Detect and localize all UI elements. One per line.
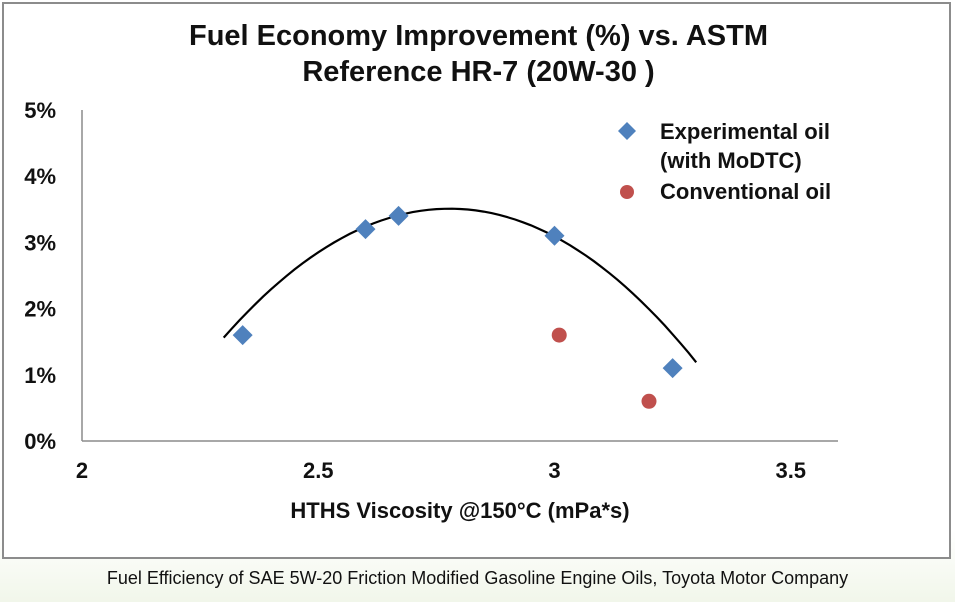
y-tick-label: 1% (24, 363, 56, 388)
conventional-oil-point (641, 393, 657, 409)
axes: 0% 1% 2% 3% 4% 5% 2 2.5 3 3.5 (24, 98, 838, 483)
y-tick-label: 0% (24, 429, 56, 454)
legend-marker-conventional (620, 185, 634, 199)
y-tick-label: 4% (24, 164, 56, 189)
y-tick-label: 2% (24, 297, 56, 322)
legend-marker-experimental (618, 122, 636, 140)
data-points (232, 205, 683, 409)
figure-caption: Fuel Efficiency of SAE 5W-20 Friction Mo… (106, 568, 849, 588)
chart-title: Fuel Economy Improvement (%) vs. ASTM Re… (4, 18, 953, 90)
chart-frame: Fuel Economy Improvement (%) vs. ASTM Re… (2, 2, 951, 559)
chart-title-line-2: Reference HR-7 (20W-30 ) (302, 56, 655, 88)
x-tick-label: 3.5 (775, 458, 806, 483)
experimental-oil-point (662, 358, 683, 379)
conventional-oil-point (551, 327, 567, 343)
y-tick-label: 5% (24, 98, 56, 123)
legend-label-experimental: (with MoDTC) (660, 148, 802, 173)
x-tick-label: 3 (548, 458, 560, 483)
experimental-oil-point (232, 325, 253, 346)
x-tick-label: 2.5 (303, 458, 334, 483)
legend-label-experimental: Experimental oil (660, 119, 830, 144)
experimental-oil-point (355, 219, 376, 240)
experimental-oil-point (388, 205, 409, 226)
experimental-oil-point (544, 225, 565, 246)
y-tick-label: 3% (24, 230, 56, 255)
trendline-group (222, 207, 698, 363)
x-axis-label: HTHS Viscosity @150°C (mPa*s) (290, 498, 629, 523)
chart-title-line-1: Fuel Economy Improvement (%) vs. ASTM (188, 20, 769, 52)
x-tick-label: 2 (76, 458, 88, 483)
legend: Experimental oil (with MoDTC) Conventional… (618, 119, 831, 204)
trendline (222, 207, 698, 363)
legend-label-conventional: Conventional oil (660, 179, 831, 204)
scatter-chart: 0% 1% 2% 3% 4% 5% 2 2.5 3 3.5 Experimental oil (wi… (24, 98, 838, 523)
